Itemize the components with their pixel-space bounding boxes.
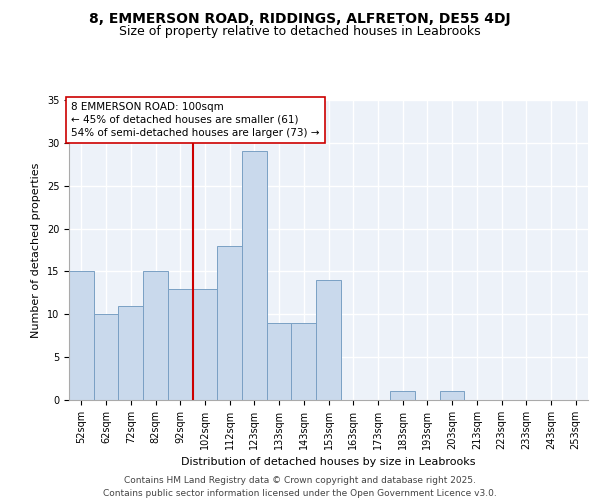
- Bar: [440, 392, 464, 400]
- Bar: [390, 392, 415, 400]
- Bar: [316, 280, 341, 400]
- Bar: [168, 288, 193, 400]
- Bar: [69, 272, 94, 400]
- Text: Size of property relative to detached houses in Leabrooks: Size of property relative to detached ho…: [119, 25, 481, 38]
- X-axis label: Distribution of detached houses by size in Leabrooks: Distribution of detached houses by size …: [181, 458, 476, 468]
- Bar: [267, 323, 292, 400]
- Bar: [143, 272, 168, 400]
- Text: 8, EMMERSON ROAD, RIDDINGS, ALFRETON, DE55 4DJ: 8, EMMERSON ROAD, RIDDINGS, ALFRETON, DE…: [89, 12, 511, 26]
- Bar: [292, 323, 316, 400]
- Text: 8 EMMERSON ROAD: 100sqm
← 45% of detached houses are smaller (61)
54% of semi-de: 8 EMMERSON ROAD: 100sqm ← 45% of detache…: [71, 102, 320, 138]
- Bar: [118, 306, 143, 400]
- Bar: [242, 152, 267, 400]
- Bar: [94, 314, 118, 400]
- Y-axis label: Number of detached properties: Number of detached properties: [31, 162, 41, 338]
- Text: Contains HM Land Registry data © Crown copyright and database right 2025.
Contai: Contains HM Land Registry data © Crown c…: [103, 476, 497, 498]
- Bar: [217, 246, 242, 400]
- Bar: [193, 288, 217, 400]
